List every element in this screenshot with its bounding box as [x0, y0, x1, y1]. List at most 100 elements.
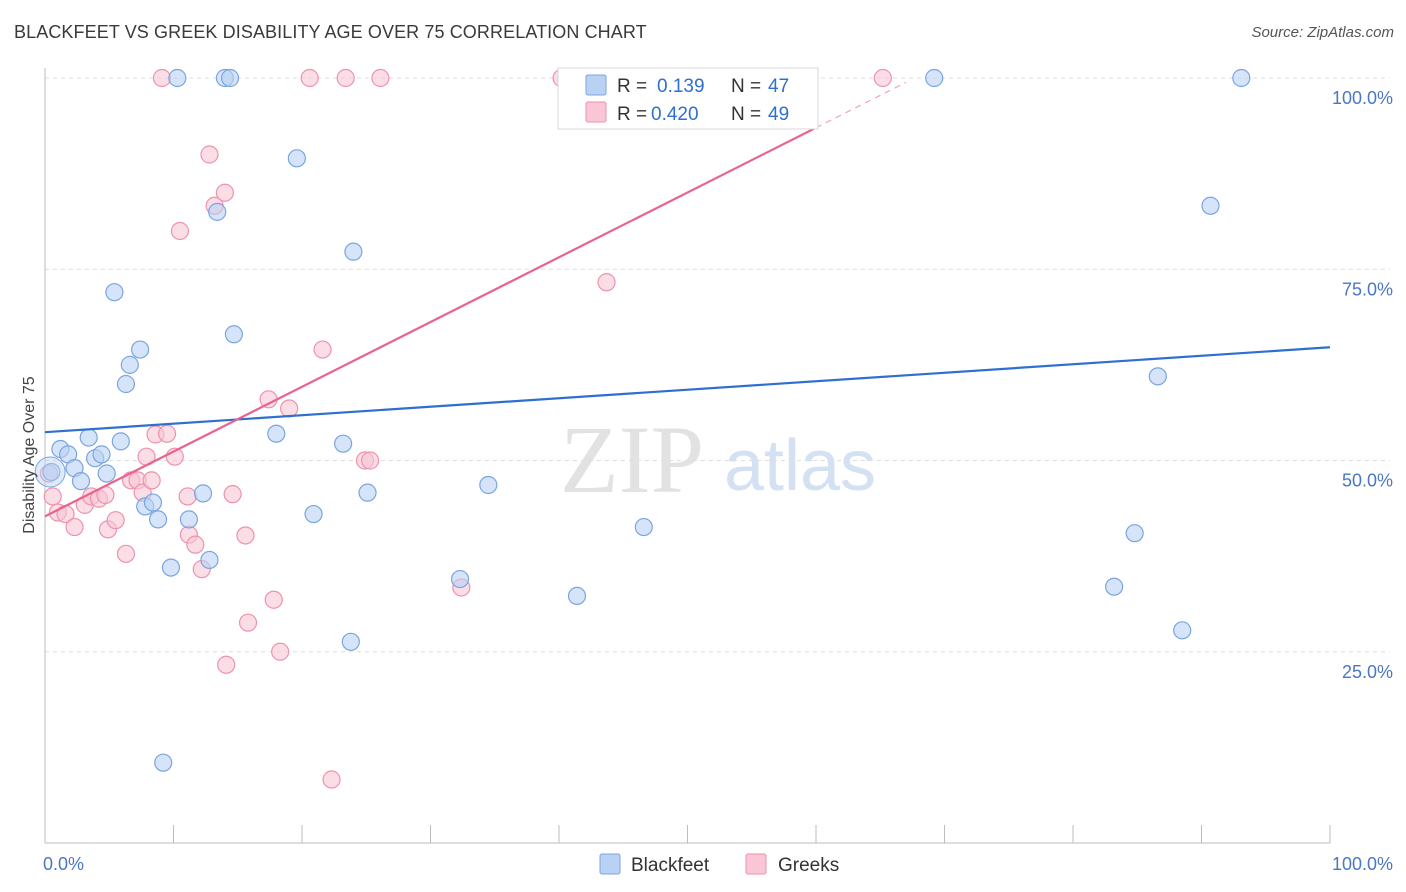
point-blackfeet [179, 510, 199, 529]
point-greeks [371, 68, 390, 88]
point-greeks [43, 487, 62, 506]
point-greeks [238, 613, 258, 632]
grid-lines [45, 77, 1390, 653]
legend-r-label: R = [617, 104, 647, 125]
legend-r-label: R = [617, 76, 647, 97]
point-greeks [215, 183, 234, 202]
point-blackfeet [341, 632, 360, 651]
point-blackfeet [111, 432, 130, 451]
point-greeks [65, 517, 84, 537]
bottom-legend: Blackfeet Greeks [599, 853, 839, 876]
point-blackfeet [334, 434, 353, 453]
point-blackfeet [143, 493, 163, 512]
legend-n-label: N = [731, 76, 761, 97]
legend-n-value: 49 [768, 104, 789, 125]
point-greeks [217, 655, 236, 674]
y-tick-label: 75.0% [1342, 279, 1393, 299]
point-blackfeet [79, 428, 98, 447]
point-blackfeet [200, 550, 219, 570]
bottom-legend-label-blackfeet: Blackfeet [631, 855, 710, 876]
point-blackfeet [267, 424, 286, 443]
point-greeks [313, 340, 332, 359]
point-blackfeet [925, 68, 944, 88]
point-blackfeet [42, 462, 61, 482]
point-blackfeet [148, 510, 168, 529]
point-greeks [170, 221, 190, 241]
point-blackfeet [97, 464, 116, 483]
axes [44, 68, 1331, 844]
bottom-legend-swatch-greeks [745, 853, 767, 875]
y-tick-label: 25.0% [1342, 662, 1393, 682]
trendline-greeks [44, 126, 817, 518]
point-blackfeet [1125, 524, 1144, 543]
point-greeks [106, 511, 125, 530]
point-greeks [152, 68, 172, 88]
legend-row-blackfeet: R = 0.139 N = 47 [585, 74, 789, 97]
point-blackfeet [634, 517, 653, 537]
point-greeks [280, 399, 299, 418]
point-greeks [236, 526, 255, 545]
point-greeks [178, 487, 197, 506]
legend-swatch-blackfeet [585, 74, 607, 96]
point-blackfeet [1173, 621, 1192, 640]
point-greeks [300, 68, 319, 88]
point-blackfeet-cluster [34, 456, 66, 488]
point-blackfeet [71, 472, 91, 491]
point-blackfeet [154, 753, 173, 772]
x-tick-label: 0.0% [43, 854, 84, 874]
point-blackfeet [1201, 196, 1220, 215]
point-blackfeet [168, 68, 187, 88]
point-greeks [322, 770, 341, 789]
point-greeks [271, 642, 290, 661]
tick-labels: 25.0% 50.0% 75.0% 100.0% 0.0% 100.0% [43, 88, 1393, 874]
point-blackfeet [1232, 68, 1251, 88]
point-greeks [597, 273, 616, 292]
legend-swatch-greeks [585, 101, 607, 123]
point-greeks [259, 390, 278, 409]
point-greeks [361, 451, 380, 470]
legend-row-greeks: R = 0.420 N = 49 [585, 101, 789, 125]
point-blackfeet [1148, 367, 1167, 386]
chart-title: BLACKFEET VS GREEK DISABILITY AGE OVER 7… [14, 22, 647, 42]
legend-n-value: 47 [768, 76, 789, 97]
trendlines [44, 81, 1331, 518]
watermark-zip: ZIP [560, 406, 704, 513]
legend-box: R = 0.139 N = 47 R = 0.420 N = 49 [557, 67, 819, 130]
point-blackfeet [1105, 577, 1124, 596]
point-blackfeet [450, 569, 470, 589]
bottom-legend-swatch-blackfeet [599, 853, 621, 875]
point-blackfeet [567, 586, 587, 606]
point-greeks [157, 424, 177, 443]
watermark: ZIP atlas [560, 406, 876, 513]
point-blackfeet [358, 483, 377, 502]
series-blackfeet [34, 68, 1251, 772]
y-tick-label: 100.0% [1332, 88, 1393, 108]
legend-r-value: 0.420 [651, 104, 699, 125]
y-tick-label: 50.0% [1342, 471, 1393, 491]
point-blackfeet [92, 445, 111, 464]
point-greeks [200, 145, 219, 164]
watermark-atlas: atlas [724, 426, 876, 506]
legend-r-value: 0.139 [657, 76, 705, 97]
trendline-greeks-extension [815, 81, 907, 129]
point-blackfeet [479, 475, 498, 495]
trendline-blackfeet [44, 346, 1331, 434]
point-greeks [223, 485, 242, 504]
x-tick-label: 100.0% [1332, 854, 1393, 874]
point-blackfeet [130, 340, 150, 359]
point-blackfeet [220, 68, 240, 88]
point-greeks [142, 471, 161, 490]
legend-n-label: N = [731, 104, 761, 125]
point-greeks [186, 535, 205, 554]
point-blackfeet [161, 558, 181, 577]
point-greeks [116, 544, 136, 563]
point-blackfeet [116, 374, 136, 394]
point-blackfeet [105, 283, 124, 302]
chart-source: Source: ZipAtlas.com [1251, 24, 1394, 41]
point-greeks [336, 68, 355, 88]
point-greeks [873, 68, 892, 88]
point-blackfeet [344, 242, 363, 261]
point-blackfeet [193, 484, 213, 503]
point-blackfeet [224, 325, 243, 344]
